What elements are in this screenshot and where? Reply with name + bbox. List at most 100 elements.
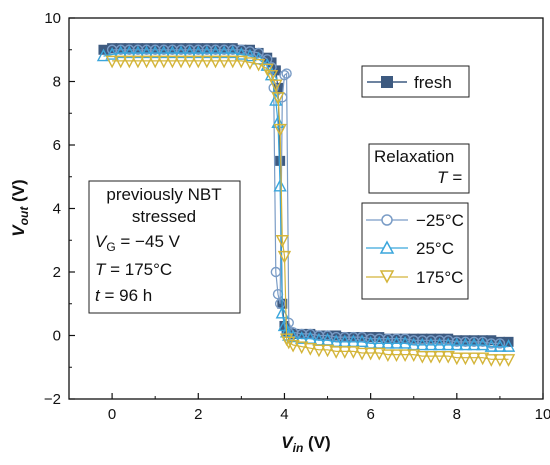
data-point bbox=[467, 337, 481, 351]
data-point bbox=[320, 344, 335, 358]
data-point bbox=[312, 344, 326, 358]
data-point bbox=[277, 250, 292, 264]
data-point bbox=[303, 343, 317, 356]
data-point bbox=[226, 55, 240, 69]
data-point bbox=[243, 57, 257, 70]
data-point bbox=[286, 339, 300, 353]
data-point bbox=[279, 69, 290, 81]
annotation-line4: T = 175°C bbox=[95, 260, 172, 279]
data-point bbox=[165, 45, 180, 59]
data-point bbox=[424, 337, 438, 351]
data-point bbox=[139, 45, 154, 59]
data-point bbox=[407, 349, 421, 363]
data-point bbox=[208, 55, 223, 69]
data-point bbox=[226, 45, 240, 59]
stress-annotation-box bbox=[88, 180, 241, 314]
data-point bbox=[295, 341, 309, 355]
data-point bbox=[182, 55, 197, 69]
data-point bbox=[165, 55, 180, 69]
data-point bbox=[217, 55, 231, 69]
y-tick-label: 8 bbox=[53, 74, 61, 91]
data-point bbox=[282, 336, 296, 350]
data-point bbox=[501, 339, 516, 352]
legend-entry-175-label: 175°C bbox=[416, 268, 463, 287]
axis-ticks: 0 2 4 6 8 10 −2 0 2 4 6 8 10 bbox=[44, 10, 550, 423]
data-point bbox=[381, 349, 395, 363]
data-point bbox=[432, 350, 447, 364]
data-point bbox=[191, 55, 205, 69]
data-point bbox=[243, 48, 257, 62]
data-point bbox=[389, 335, 404, 349]
data-point bbox=[217, 45, 231, 59]
x-tick-label: 0 bbox=[108, 406, 116, 423]
data-point bbox=[458, 337, 473, 351]
y-tick-label: 4 bbox=[53, 201, 61, 218]
data-point bbox=[458, 352, 473, 366]
x-axis-label: Vin (V) bbox=[281, 433, 330, 455]
data-point bbox=[493, 339, 507, 352]
data-point bbox=[476, 337, 490, 351]
data-point bbox=[338, 346, 352, 359]
data-point bbox=[260, 63, 274, 77]
data-point bbox=[114, 45, 128, 59]
y-tick-label: −2 bbox=[44, 391, 61, 408]
annotation-line2: stressed bbox=[132, 207, 196, 226]
y-tick-label: 0 bbox=[53, 328, 61, 345]
data-point bbox=[415, 350, 430, 364]
y-tick-label: 10 bbox=[44, 10, 61, 27]
data-point bbox=[389, 349, 404, 363]
data-point bbox=[275, 235, 289, 248]
legend-entry-m25-label: −25°C bbox=[416, 211, 464, 230]
x-tick-label: 10 bbox=[535, 406, 550, 423]
data-point bbox=[295, 331, 309, 344]
legend-entry-25-label: 25°C bbox=[416, 239, 454, 258]
data-point bbox=[346, 346, 361, 359]
x-tick-label: 8 bbox=[453, 406, 461, 423]
data-point bbox=[174, 55, 188, 69]
legend-entry-25-marker bbox=[379, 240, 395, 254]
data-point bbox=[432, 337, 447, 351]
legend-relaxation-entries-box bbox=[361, 202, 469, 300]
data-point bbox=[139, 55, 154, 69]
data-point bbox=[450, 352, 464, 366]
data-point bbox=[122, 55, 136, 69]
series-3 bbox=[105, 55, 516, 367]
data-point bbox=[174, 45, 188, 59]
data-point bbox=[441, 350, 455, 364]
data-point bbox=[157, 45, 171, 59]
data-point bbox=[355, 334, 369, 348]
data-point bbox=[476, 352, 490, 366]
data-point bbox=[105, 47, 119, 60]
legend-entry-m25-marker bbox=[381, 214, 393, 226]
legend-entry-175-marker bbox=[379, 270, 395, 284]
data-point bbox=[274, 298, 286, 309]
data-point bbox=[234, 55, 249, 69]
series-layer bbox=[96, 43, 516, 367]
data-point bbox=[372, 347, 386, 361]
data-point bbox=[114, 55, 128, 69]
legend-fresh-marker bbox=[381, 76, 393, 88]
legend-relaxation: Relaxation T = −25°C 25°C 175°C bbox=[361, 143, 470, 300]
data-point bbox=[424, 350, 438, 364]
x-tick-label: 2 bbox=[194, 406, 202, 423]
data-point bbox=[363, 347, 378, 361]
data-point bbox=[484, 339, 498, 352]
data-point bbox=[398, 335, 412, 349]
data-point bbox=[398, 349, 412, 363]
data-point bbox=[450, 337, 464, 351]
data-point bbox=[381, 335, 395, 349]
data-point bbox=[270, 266, 282, 278]
data-point bbox=[191, 45, 205, 59]
data-point bbox=[415, 337, 430, 351]
annotation-line5: t = 96 h bbox=[95, 286, 152, 305]
data-point bbox=[148, 55, 162, 69]
legend-fresh: fresh bbox=[361, 65, 470, 98]
data-point bbox=[105, 55, 119, 69]
annotation-line3: VG = −45 V bbox=[95, 232, 181, 254]
stress-annotation: previously NBT stressed VG = −45 V T = 1… bbox=[88, 180, 241, 314]
x-tick-label: 6 bbox=[366, 406, 374, 423]
data-point bbox=[148, 45, 162, 59]
data-point bbox=[234, 47, 249, 60]
data-point bbox=[494, 338, 506, 349]
